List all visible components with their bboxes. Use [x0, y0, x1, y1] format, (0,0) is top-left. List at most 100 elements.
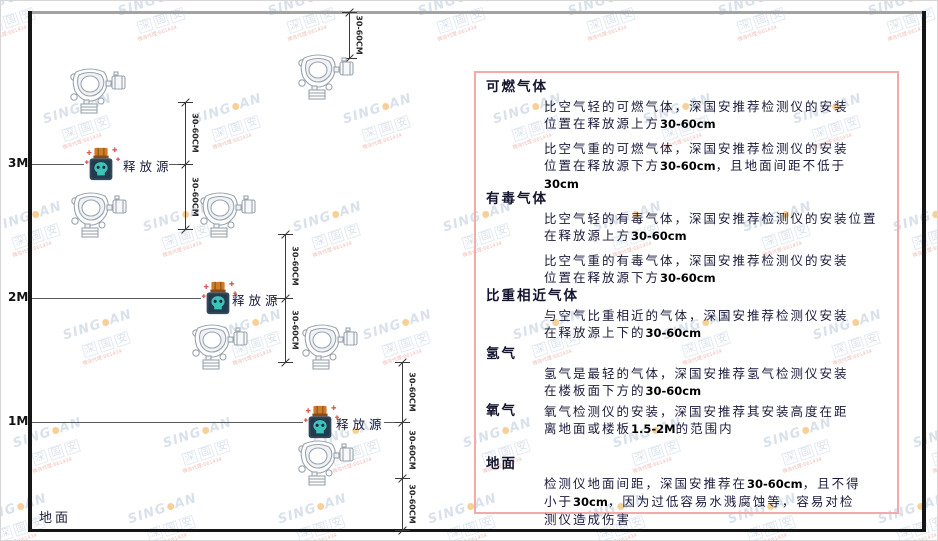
guide-paragraph-line: 在释放源上下的30-60cm [544, 325, 702, 340]
watermark-cn-row: 深国安 [134, 1, 195, 35]
dimension-line [185, 102, 186, 229]
gas-detector-icon [193, 188, 259, 238]
guide-section: 地面 检测仪地面间距，深国安推荐在30-60cm，且不得 小于30cm，因为过低容易… [486, 456, 888, 535]
watermark-cn-row: 深国安 [179, 430, 240, 467]
guide-section-heading: 比重相近气体 [486, 288, 579, 304]
watermark-cn-row: 深国安 [29, 430, 90, 467]
dimension-label: 30-60CM [407, 372, 417, 412]
guide-section-heading: 地面 [486, 456, 517, 472]
guide-paragraph-line: 比空气轻的有毒气体，深国安推荐检测仪的安装位置 [544, 211, 878, 226]
right-wall-line [922, 11, 926, 532]
gas-detector-icon [63, 64, 129, 114]
watermark-red-text: 微信代理:661434 [212, 132, 253, 151]
watermark-orange-dot-icon [330, 209, 340, 219]
watermark-cn-char: 国 [927, 228, 937, 245]
watermark-orange-dot-icon [15, 501, 25, 511]
guide-section: 有毒气体 比空气轻的有毒气体，深国安推荐检测仪的安装位置 在释放源上方30-60cm… [486, 191, 888, 294]
watermark-cn-row: 深国安 [894, 506, 937, 540]
watermark-cn-char: 深 [286, 17, 304, 35]
watermark-cn-char: 深 [146, 525, 164, 540]
watermark-cn-char: 安 [63, 438, 81, 456]
watermark-cn-char: 深 [586, 17, 604, 35]
watermark-cn-char: 安 [393, 114, 411, 132]
watermark-cn-char: 国 [97, 336, 115, 353]
watermark-cn-char: 深 [886, 17, 904, 35]
watermark-cn-char: 国 [902, 12, 920, 29]
watermark-cn-char: 国 [377, 120, 395, 137]
release-source-icon [199, 280, 237, 316]
watermark-cn-char: 深 [1, 525, 14, 540]
watermark-cn-char: 国 [397, 336, 415, 353]
watermark-cn-char: 深 [381, 341, 399, 359]
guide-paragraph-line: 位置在释放源上方30-60cm [544, 116, 716, 131]
watermark-orange-dot-icon [755, 1, 765, 3]
guide-paragraph: 氢气是最轻的气体，深国安推荐氢气检测仪安装 在楼板面下方的30-60cm [544, 365, 888, 400]
release-source-label: 释放源 [232, 293, 282, 308]
watermark-orange-dot-icon [455, 1, 465, 3]
dimension-line [349, 12, 350, 58]
watermark-orange-dot-icon [930, 209, 937, 219]
watermark-cn-char: 安 [93, 114, 111, 132]
watermark-red-text: 微信代理:661434 [312, 240, 353, 259]
watermark-cn-char: 安 [168, 6, 186, 24]
watermark-cn-row: 深国安 [144, 506, 205, 540]
watermark-orange-dot-icon [605, 1, 615, 3]
watermark-cn-char: 国 [327, 228, 345, 245]
watermark-cn-row: 深国安 [294, 506, 355, 540]
watermark-orange-dot-icon [230, 101, 240, 111]
guide-section: 比重相近气体与空气比重相近的气体，深国安推荐检测仪安装 在释放源上下的30-60c… [486, 288, 888, 349]
watermark-cn-char: 安 [43, 222, 61, 240]
watermark-cn-char: 安 [113, 330, 131, 348]
release-source-label: 释放源 [336, 417, 386, 432]
gas-detector-icon [64, 188, 130, 238]
watermark-cn-char: 深 [296, 525, 314, 540]
watermark-cn-char: 安 [213, 438, 231, 456]
gas-detector-icon [295, 320, 361, 370]
watermark-cn-row: 深国安 [929, 430, 937, 467]
guide-paragraph-line: 在释放源上方30-60cm [544, 228, 687, 243]
dimension-label: 30-60CM [407, 430, 417, 470]
watermark-orange-dot-icon [5, 1, 15, 3]
installation-guide-panel: 可燃气体 比空气轻的可燃气体，深国安推荐检测仪的安装 位置在释放源上方30-60cm… [474, 71, 899, 527]
guide-paragraph: 氧气检测仪的安装，深国安推荐其安装高度在距 离地面或楼板1.5-2M的范围内 [544, 403, 888, 438]
watermark-orange-dot-icon [250, 317, 260, 327]
watermark-red-text: 微信代理:661434 [897, 525, 937, 540]
guide-paragraph: 与空气比重相近的气体，深国安推荐检测仪安装 在释放源上下的30-60cm [544, 307, 888, 342]
watermark-cn-char: 深 [181, 449, 199, 467]
watermark-cn-char: 国 [302, 12, 320, 29]
floor-line [28, 529, 926, 532]
watermark-cn-char: 深 [136, 17, 154, 35]
guide-paragraph-line: 比空气轻的可燃气体，深国安推荐检测仪的安装 [544, 99, 849, 114]
watermark-cn-char: 深 [361, 125, 379, 143]
watermark-red-text: 微信代理:661434 [287, 24, 328, 43]
watermark-orange-dot-icon [315, 501, 325, 511]
guide-section-heading: 氧气 [486, 403, 517, 419]
dimension-label: 30-60CM [190, 113, 200, 153]
guide-paragraph: 比空气重的可燃气体，深国安推荐检测仪的安装 位置在释放源下方30-60cm，且地面… [544, 140, 888, 193]
release-source-icon [301, 404, 339, 440]
gas-detector-icon [291, 436, 357, 486]
watermark-red-text: 微信代理:661434 [932, 456, 938, 475]
guide-paragraph-line: 小于30cm，因为过低容易水溅腐蚀等，容易对检 [544, 494, 855, 509]
watermark-cn-char: 深 [31, 449, 49, 467]
guide-paragraph-line: 测仪造成伤害 [544, 512, 632, 527]
watermark-cn-char: 深 [161, 233, 179, 251]
watermark-orange-dot-icon [100, 317, 110, 327]
watermark-red-text: 微信代理:661434 [297, 525, 358, 540]
